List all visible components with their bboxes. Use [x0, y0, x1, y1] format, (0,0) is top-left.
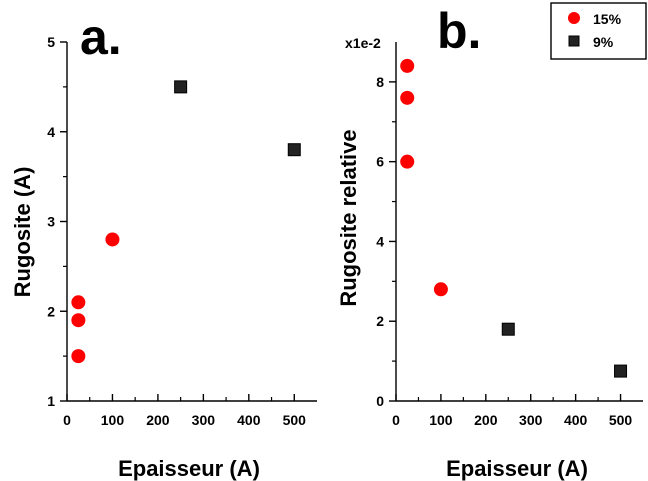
panel-b-x-tick-label: 100 [429, 412, 453, 428]
panel-a-point-9pct [287, 143, 301, 157]
panel-b-point-15pct [400, 154, 415, 169]
legend: 15% 9% [550, 2, 647, 60]
panel-a-point-15pct [71, 313, 86, 328]
panel-b-y-tick-label: 8 [376, 74, 384, 90]
panel-b-x-tick-label: 400 [564, 412, 588, 428]
panel-b-x-axis-title: Epaisseur (A) [446, 456, 588, 481]
legend-label-15: 15% [593, 11, 622, 27]
panel-b-point-15pct [400, 90, 415, 105]
panel-a-y-tick-label: 3 [47, 214, 55, 230]
panel-b-x-tick-label: 0 [392, 412, 400, 428]
panel-b-x-tick-label: 300 [519, 412, 543, 428]
panel-a-letter: a. [80, 9, 122, 65]
panel-a-y-axis-title: Rugosite (A) [10, 167, 35, 298]
panel-a-point-9pct [174, 80, 188, 94]
panel-a-x-tick-label: 300 [192, 412, 216, 428]
legend-label-9: 9% [593, 34, 614, 50]
panel-b-ticks: 0 100 200 300 400 500 0 2 4 6 8 [376, 74, 632, 428]
panel-a-x-tick-label: 500 [283, 412, 307, 428]
panel-b: b. x1e-2 0 100 200 300 400 500 0 2 4 6 8 Epaisseur… [336, 3, 643, 481]
panel-a-x-tick-label: 0 [63, 412, 71, 428]
panel-a: a. 0 100 200 300 400 500 1 2 3 4 5 Epaisseur (A) R… [10, 9, 317, 481]
panel-b-marks [400, 58, 628, 378]
panel-b-letter: b. [437, 3, 481, 59]
panel-a-point-15pct [71, 349, 86, 364]
panel-a-y-tick-label: 1 [47, 393, 55, 409]
panel-a-x-axis-title: Epaisseur (A) [118, 456, 260, 481]
panel-a-x-tick-label: 400 [237, 412, 261, 428]
panel-b-y-axis-title: Rugosite relative [336, 129, 361, 306]
panel-b-point-15pct [400, 58, 415, 73]
legend-circle-marker [568, 12, 580, 24]
panel-b-y-tick-label: 0 [376, 393, 384, 409]
panel-a-point-15pct [105, 232, 120, 247]
panel-a-y-tick-label: 4 [47, 124, 55, 140]
panel-a-y-tick-label: 2 [47, 303, 55, 319]
legend-box [550, 2, 647, 60]
panel-b-y-tick-label: 4 [376, 233, 384, 249]
legend-square-marker [568, 35, 580, 47]
panel-a-point-15pct [71, 295, 86, 310]
panel-a-y-tick-label: 5 [47, 34, 55, 50]
panel-b-y-multiplier: x1e-2 [345, 35, 381, 51]
panel-b-point-15pct [433, 282, 448, 297]
panel-a-x-tick-label: 200 [146, 412, 170, 428]
panel-a-x-tick-label: 100 [101, 412, 125, 428]
panel-b-y-tick-label: 2 [376, 313, 384, 329]
panel-b-x-tick-label: 500 [609, 412, 633, 428]
panel-b-point-9pct [501, 322, 515, 336]
panel-b-y-tick-label: 6 [376, 154, 384, 170]
panel-b-x-tick-label: 200 [474, 412, 498, 428]
panel-a-marks [71, 80, 301, 364]
panel-b-point-9pct [614, 364, 628, 378]
